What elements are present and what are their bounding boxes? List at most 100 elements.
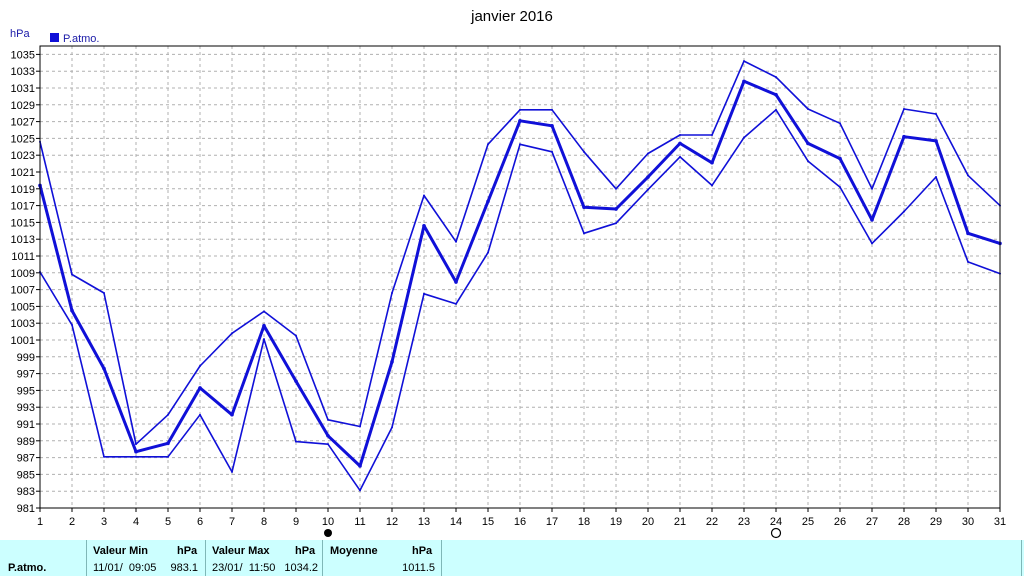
data-point-min [647,188,649,191]
data-point-max [199,365,201,368]
legend-swatch [50,33,59,42]
x-tick-label: 26 [834,516,846,528]
data-point-mean [166,441,170,446]
data-point-max [135,443,137,446]
data-point-min [615,222,617,225]
data-point-min [551,150,553,153]
data-point-min [135,455,137,458]
y-tick-label: 987 [17,453,35,465]
data-point-mean [454,280,458,284]
data-point-max [391,291,393,294]
data-point-max [167,413,169,416]
x-tick-label: 19 [610,516,622,528]
x-tick-label: 8 [261,516,267,528]
new-moon-icon [324,529,332,537]
data-point-mean [774,92,778,97]
data-point-max [807,108,809,110]
max-date: 23/01/ 11:50 [212,562,276,574]
data-point-mean [486,199,490,204]
data-point-max [487,143,489,146]
data-point-min [903,210,905,213]
x-tick-label: 1 [37,516,43,528]
data-point-min [231,470,233,473]
y-tick-label: 1013 [11,234,35,246]
data-point-mean [870,218,874,222]
data-point-min [839,186,841,189]
y-tick-label: 1027 [11,117,35,129]
data-point-mean [806,141,810,146]
data-point-mean [358,464,362,468]
max-header: Valeur Max [212,545,270,557]
mean-value: 1011.5 [402,562,435,574]
data-point-mean [326,433,330,438]
data-point-max [423,194,425,197]
data-point-min [935,176,937,179]
data-point-min [871,242,873,245]
series-lines [38,60,1002,492]
y-tick-label: 1025 [11,133,35,145]
data-point-max [295,334,297,337]
data-point-mean [262,323,266,328]
x-tick-label: 7 [229,516,235,528]
y-tick-label: 991 [17,419,35,431]
stats-separator [441,540,442,576]
data-point-max [903,108,905,110]
y-tick-label: 981 [17,503,35,515]
data-point-min [711,184,713,187]
full-moon-icon [770,527,782,539]
min-date: 11/01/ 09:05 [93,562,157,574]
x-tick-label: 24 [770,516,782,528]
y-tick-label: 983 [17,486,35,498]
x-tick-label: 21 [674,516,686,528]
x-tick-label: 23 [738,516,750,528]
grid [39,46,1001,509]
y-tick-label: 1033 [11,66,35,78]
y-tick-label: 1031 [11,83,35,95]
stats-panel: P.atmo. Valeur Min hPa 11/01/ 09:05 983.… [0,540,1024,576]
data-point-max [615,187,617,190]
chart-title: janvier 2016 [470,8,553,25]
data-point-mean [390,360,394,364]
min-value: 983.1 [170,562,198,574]
stats-separator [1021,540,1022,576]
y-tick-label: 1007 [11,285,35,297]
data-point-min [519,143,521,146]
x-tick-label: 5 [165,516,171,528]
data-point-max [263,310,265,313]
data-point-max [71,273,73,276]
x-tick-label: 22 [706,516,718,528]
mean-header: Moyenne [330,545,378,557]
data-point-mean [742,79,746,84]
data-point-min [199,413,201,416]
min-header: Valeur Min [93,545,149,557]
stats-row-label: P.atmo. [8,562,47,574]
data-point-min [391,426,393,429]
data-point-min [295,440,297,443]
moon-markers [324,527,782,539]
data-point-mean [646,175,650,179]
y-tick-label: 1035 [11,49,35,61]
data-point-mean [422,223,426,228]
y-tick-label: 1003 [11,318,35,330]
x-tick-label: 25 [802,516,814,528]
data-point-min [775,108,777,111]
stats-separator [322,540,323,576]
x-tick-label: 13 [418,516,430,528]
data-point-min [359,489,361,492]
data-point-mean [230,412,234,417]
data-point-min [679,155,681,158]
y-tick-label: 1029 [11,100,35,112]
data-point-max [583,150,585,153]
x-tick-label: 18 [578,516,590,528]
y-tick-label: 1017 [11,201,35,213]
y-tick-label: 1005 [11,301,35,313]
data-point-mean [102,366,106,371]
data-point-max [743,60,745,63]
x-tick-label: 31 [994,516,1006,528]
min-unit: hPa [177,545,198,557]
data-point-mean [934,139,938,143]
x-tick-label: 4 [133,516,139,528]
data-point-max [679,134,681,137]
x-tick-label: 16 [514,516,526,528]
data-point-mean [614,207,618,211]
